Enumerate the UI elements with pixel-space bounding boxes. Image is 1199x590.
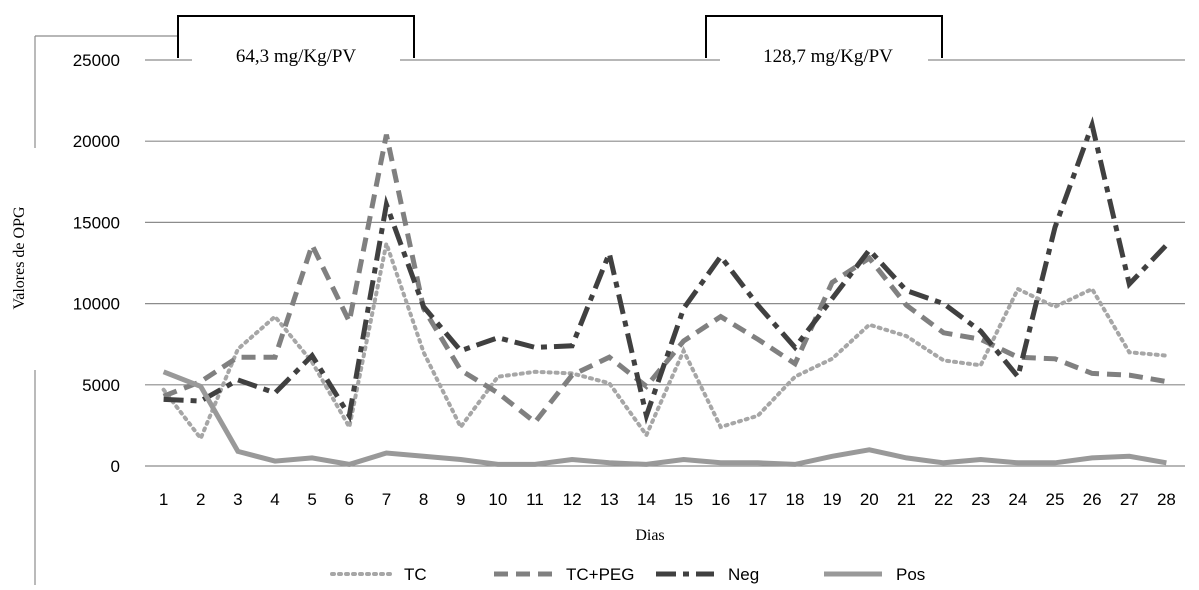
legend-label: TC (404, 565, 427, 584)
x-tick-label: 11 (526, 490, 544, 509)
series-line-tc (161, 235, 1169, 443)
x-tick-label: 10 (488, 490, 507, 509)
x-tick-label: 16 (711, 490, 730, 509)
x-tick-label: 9 (456, 490, 465, 509)
x-tick-label: 24 (1008, 490, 1027, 509)
x-axis-title: Dias (635, 527, 664, 544)
x-tick-label: 22 (934, 490, 953, 509)
x-tick-label: 12 (563, 490, 582, 509)
x-tick-label: 25 (1046, 490, 1065, 509)
series-line-tc-peg (162, 134, 1167, 426)
dose-bracket (705, 15, 943, 58)
x-tick-label: 28 (1157, 490, 1176, 509)
x-tick-label: 4 (270, 490, 279, 509)
series-line-neg (163, 116, 1169, 425)
x-tick-label: 26 (1083, 490, 1102, 509)
y-tick-label: 0 (111, 457, 120, 476)
x-tick-label: 18 (786, 490, 805, 509)
x-tick-label: 6 (345, 490, 354, 509)
x-tick-label: 14 (637, 490, 656, 509)
legend-label: Pos (896, 565, 925, 584)
x-tick-label: 15 (674, 490, 693, 509)
x-tick-label: 23 (971, 490, 990, 509)
x-tick-label: 8 (419, 490, 428, 509)
annotation-background (192, 40, 400, 74)
y-tick-label: 25000 (73, 51, 120, 70)
x-tick-label: 5 (307, 490, 316, 509)
x-tick-label: 1 (159, 490, 168, 509)
x-tick-label: 27 (1120, 490, 1139, 509)
dose-label: 128,7 mg/Kg/PV (763, 46, 893, 67)
x-tick-label: 3 (233, 490, 242, 509)
x-tick-label: 7 (382, 490, 391, 509)
x-tick-label: 17 (748, 490, 767, 509)
x-tick-label: 21 (897, 490, 916, 509)
legend-label: Neg (728, 565, 759, 584)
y-tick-label: 20000 (73, 132, 120, 151)
annotation-background (720, 40, 928, 74)
dose-label: 64,3 mg/Kg/PV (236, 46, 357, 67)
series-line-pos (162, 369, 1167, 467)
x-tick-label: 19 (823, 490, 842, 509)
x-tick-label: 13 (600, 490, 619, 509)
y-tick-label: 15000 (73, 213, 120, 232)
x-tick-label: 20 (860, 490, 879, 509)
x-tick-label: 2 (196, 490, 205, 509)
y-tick-label: 5000 (82, 376, 120, 395)
y-axis-title: Valores de OPG (11, 206, 28, 310)
legend-label: TC+PEG (566, 565, 635, 584)
dose-bracket (177, 15, 415, 58)
y-tick-label: 10000 (73, 295, 120, 314)
